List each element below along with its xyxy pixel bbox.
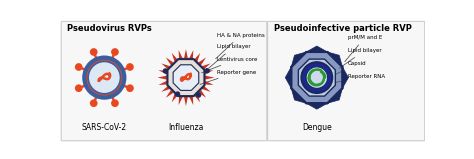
Text: Pseudoinfective particle RVP: Pseudoinfective particle RVP: [273, 24, 411, 33]
Polygon shape: [201, 86, 210, 92]
Circle shape: [90, 99, 98, 107]
Text: Lentivirus core: Lentivirus core: [201, 57, 257, 73]
Text: HA & NA proteins: HA & NA proteins: [216, 33, 264, 59]
Text: prM/M and E: prM/M and E: [345, 35, 382, 62]
Polygon shape: [189, 96, 193, 105]
FancyBboxPatch shape: [267, 21, 425, 141]
Polygon shape: [198, 90, 206, 98]
Text: Reporter gene: Reporter gene: [200, 70, 256, 84]
Polygon shape: [342, 67, 348, 88]
Polygon shape: [194, 93, 200, 102]
Circle shape: [301, 62, 332, 93]
Polygon shape: [157, 76, 167, 80]
Polygon shape: [184, 49, 188, 59]
Circle shape: [306, 67, 328, 88]
Circle shape: [163, 68, 168, 74]
Polygon shape: [166, 90, 174, 98]
Circle shape: [175, 91, 180, 97]
Polygon shape: [328, 52, 342, 67]
Polygon shape: [158, 70, 168, 75]
Text: Reporter RNA: Reporter RNA: [330, 74, 385, 83]
Polygon shape: [173, 65, 199, 90]
Polygon shape: [201, 63, 210, 70]
Polygon shape: [291, 88, 306, 103]
Text: Lipid bilayer: Lipid bilayer: [339, 48, 381, 68]
Polygon shape: [172, 93, 178, 102]
Circle shape: [90, 48, 98, 56]
Polygon shape: [204, 70, 213, 75]
Polygon shape: [298, 59, 335, 96]
Polygon shape: [158, 81, 168, 85]
Polygon shape: [306, 46, 328, 52]
Polygon shape: [291, 52, 342, 103]
Text: Influenza: Influenza: [168, 123, 204, 132]
Polygon shape: [291, 52, 306, 67]
Polygon shape: [198, 57, 206, 65]
Polygon shape: [172, 53, 178, 62]
FancyBboxPatch shape: [61, 21, 267, 141]
Text: Pseudovirus RVPs: Pseudovirus RVPs: [66, 24, 151, 33]
Polygon shape: [306, 103, 328, 109]
Circle shape: [165, 57, 207, 98]
Polygon shape: [189, 50, 193, 60]
Polygon shape: [328, 88, 342, 103]
Polygon shape: [184, 97, 188, 106]
Polygon shape: [204, 81, 213, 85]
Polygon shape: [166, 57, 174, 65]
Circle shape: [196, 92, 201, 98]
Polygon shape: [161, 63, 170, 70]
Polygon shape: [285, 67, 291, 88]
Text: SARS-CoV-2: SARS-CoV-2: [82, 123, 127, 132]
Circle shape: [111, 99, 119, 107]
Circle shape: [75, 84, 82, 92]
Circle shape: [75, 63, 82, 71]
Circle shape: [111, 48, 119, 56]
Circle shape: [126, 63, 134, 71]
Polygon shape: [161, 86, 170, 92]
Circle shape: [84, 58, 124, 98]
Polygon shape: [205, 76, 214, 80]
Circle shape: [126, 84, 134, 92]
Text: Dengue: Dengue: [302, 123, 332, 132]
Polygon shape: [194, 53, 200, 62]
Polygon shape: [179, 96, 183, 105]
Polygon shape: [179, 50, 183, 60]
Text: Lipid bilayer: Lipid bilayer: [209, 44, 250, 68]
Text: Capsid: Capsid: [335, 61, 366, 75]
Circle shape: [204, 68, 210, 73]
Circle shape: [88, 61, 120, 94]
